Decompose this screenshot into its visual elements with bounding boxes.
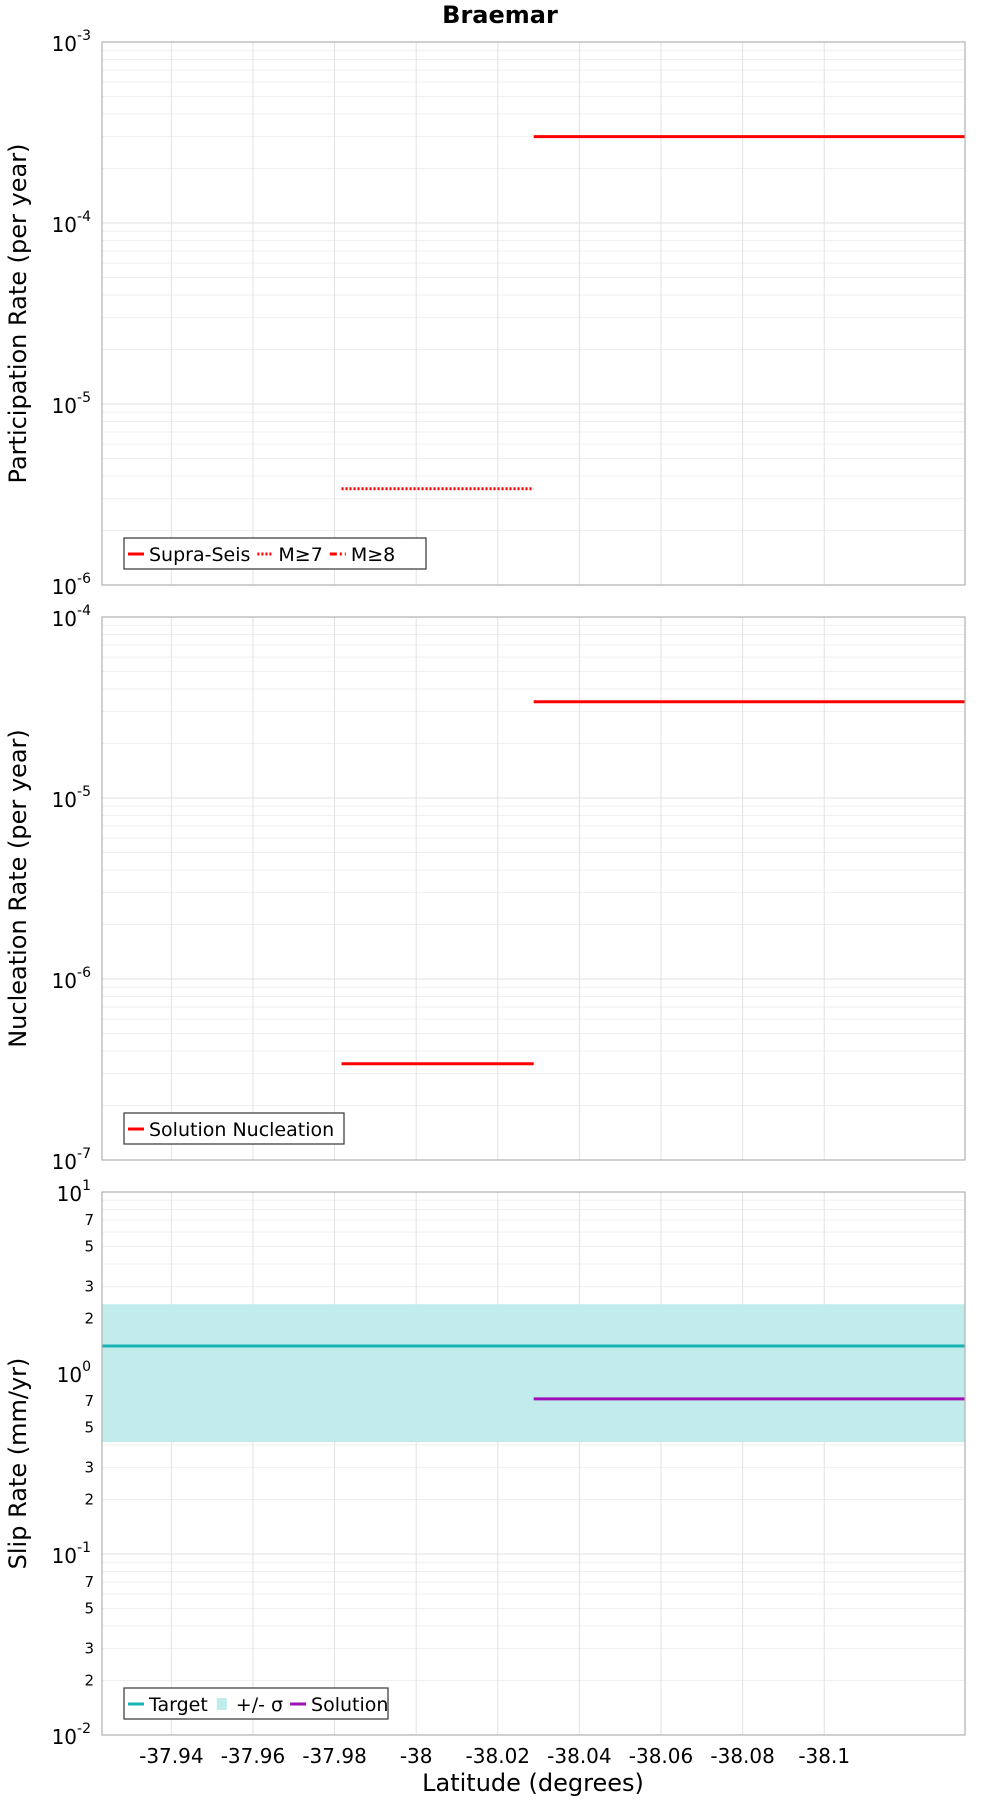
y-tick-label: 101 bbox=[57, 1178, 91, 1206]
y-minor-tick-label: 5 bbox=[84, 1237, 94, 1255]
y-minor-tick-label: 2 bbox=[84, 1310, 94, 1328]
legend-swatch bbox=[216, 1698, 227, 1710]
y-tick-label: 10-7 bbox=[52, 1146, 91, 1174]
panel-1: 10-6 10-5 10-4 10-3 Participation Rate (per … bbox=[4, 28, 966, 599]
y-minor-tick-label: 3 bbox=[84, 1459, 94, 1477]
y-minor-tick-label: 5 bbox=[84, 1418, 94, 1436]
x-tick-label: -37.94 bbox=[139, 1744, 203, 1768]
y-tick-label: 10-4 bbox=[52, 209, 92, 237]
x-tick-label: -37.96 bbox=[221, 1744, 285, 1768]
x-tick-label: -38.06 bbox=[629, 1744, 693, 1768]
y-tick-label: 10-6 bbox=[52, 571, 92, 599]
y-tick-label: 10-1 bbox=[52, 1540, 91, 1568]
legend-box bbox=[123, 1687, 389, 1720]
legend-entry-label: Supra-Seis bbox=[149, 544, 250, 566]
y-minor-tick-label: 2 bbox=[84, 1491, 94, 1509]
plot-frame bbox=[101, 616, 966, 1161]
x-axis-label: Latitude (degrees) bbox=[422, 1769, 644, 1797]
legend: Supra-Seis M≥7 M≥8 bbox=[123, 537, 427, 570]
y-tick-label: 10-2 bbox=[52, 1721, 91, 1749]
plot-frame bbox=[101, 41, 966, 586]
legend-entry-label: +/- σ bbox=[236, 1694, 283, 1716]
legend-entry-label: Solution Nucleation bbox=[149, 1119, 334, 1141]
legend-entry-label: Target bbox=[148, 1694, 208, 1716]
plot-frame bbox=[101, 1191, 966, 1736]
x-tick-label: -38.04 bbox=[547, 1744, 611, 1768]
y-minor-tick-label: 3 bbox=[84, 1640, 94, 1658]
y-minor-tick-label: 3 bbox=[84, 1278, 94, 1296]
y-tick-label: 10-6 bbox=[52, 965, 92, 993]
panel-2: 10-7 10-6 10-5 10-4 Nucleation Rate (per yea… bbox=[4, 603, 966, 1174]
y-tick-label: 10-5 bbox=[52, 390, 91, 418]
chart-title: Braemar bbox=[442, 1, 558, 29]
y-minor-tick-label: 7 bbox=[84, 1211, 94, 1229]
x-tick-label: -38.02 bbox=[466, 1744, 530, 1768]
legend-entry-label: Solution bbox=[311, 1694, 388, 1716]
y-minor-tick-label: 7 bbox=[84, 1392, 94, 1410]
y-tick-label: 10-5 bbox=[52, 784, 91, 812]
legend-entry-label: M≥7 bbox=[278, 544, 322, 566]
legend-box bbox=[123, 1112, 345, 1145]
x-tick-label: -38.08 bbox=[710, 1744, 774, 1768]
sigma-band bbox=[102, 1304, 965, 1443]
y-minor-tick-label: 2 bbox=[84, 1672, 94, 1690]
y-tick-label: 10-4 bbox=[52, 603, 92, 631]
y-tick-label: 10-3 bbox=[52, 28, 91, 56]
legend: Target +/- σ Solution bbox=[123, 1687, 389, 1720]
y-axis-label: Participation Rate (per year) bbox=[4, 144, 32, 484]
y-minor-tick-label: 7 bbox=[84, 1573, 94, 1591]
y-minor-tick-label: 5 bbox=[84, 1599, 94, 1617]
y-axis-label: Nucleation Rate (per year) bbox=[4, 729, 32, 1048]
legend-entry-label: M≥8 bbox=[351, 544, 395, 566]
x-tick-label: -37.98 bbox=[302, 1744, 366, 1768]
y-axis-label: Slip Rate (mm/yr) bbox=[4, 1358, 32, 1570]
legend-box bbox=[123, 537, 427, 570]
x-tick-label: -38.1 bbox=[798, 1744, 850, 1768]
x-tick-label: -38 bbox=[400, 1744, 433, 1768]
panel-3: 10-2 10-1 100 101 2 3 5 7 2 3 5 7 2 3 5 7 Slip Rate (mm/… bbox=[4, 1178, 966, 1749]
legend: Solution Nucleation bbox=[123, 1112, 345, 1145]
y-tick-label: 100 bbox=[57, 1359, 91, 1387]
